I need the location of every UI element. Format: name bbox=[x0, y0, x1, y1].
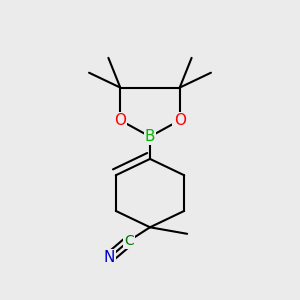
Text: C: C bbox=[124, 234, 134, 248]
Text: B: B bbox=[145, 129, 155, 144]
Text: O: O bbox=[114, 113, 126, 128]
Text: O: O bbox=[174, 113, 186, 128]
Text: N: N bbox=[103, 250, 115, 265]
